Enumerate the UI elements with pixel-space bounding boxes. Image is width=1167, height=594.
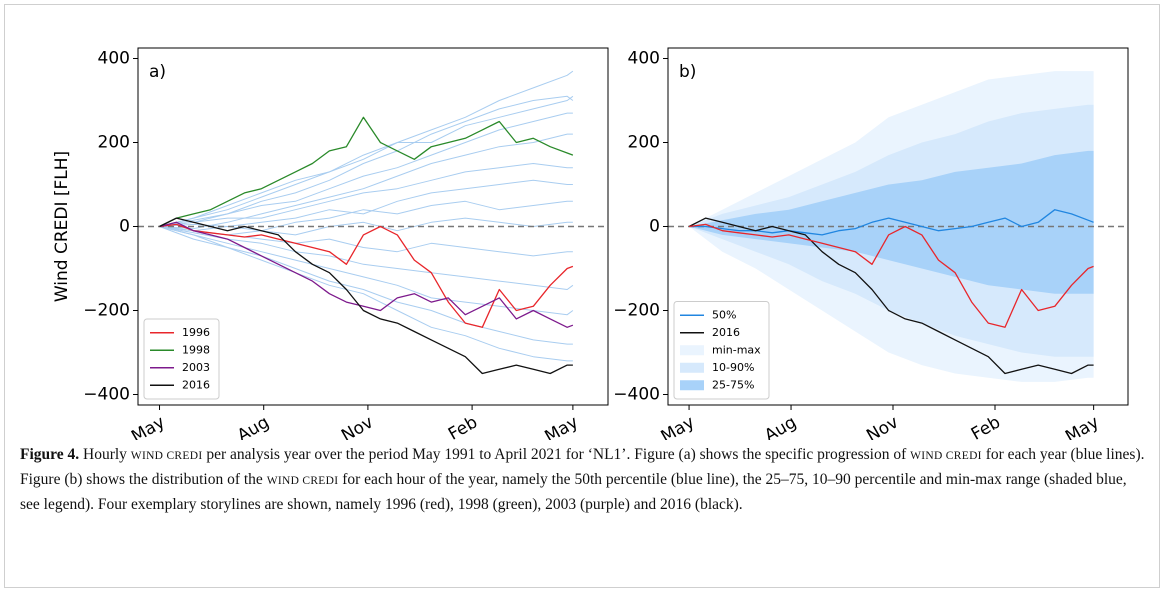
year-line [159, 226, 574, 290]
frame [4, 4, 1160, 588]
x-tick-label: May [128, 412, 168, 440]
panel-label: a) [149, 62, 166, 82]
series-line [159, 217, 573, 375]
year-line [159, 226, 573, 345]
year-line [159, 95, 574, 227]
series-line [689, 223, 1094, 328]
legend-label: 1998 [182, 343, 210, 356]
series-line [689, 209, 1094, 236]
figure: −400 −200 0 200 400 May Aug Nov Feb May Wind CREDI… [52, 47, 1129, 440]
y-tick-label: 400 [98, 49, 130, 69]
series-line [159, 116, 574, 228]
caption-text: Hourly [79, 446, 131, 463]
legend-patch [680, 345, 704, 356]
caption-term: WIND CREDI [910, 450, 982, 462]
caption-term: WIND CREDI [130, 450, 203, 462]
legend-label: min-max [712, 343, 761, 356]
y-tick-label: −400 [613, 385, 660, 405]
series-line [159, 221, 574, 328]
y-tick-label: −200 [83, 301, 130, 321]
x-tick-label: Nov [863, 412, 902, 440]
legend-label: 25-75% [712, 378, 754, 391]
band [689, 150, 1094, 294]
legend-label: 10-90% [712, 361, 754, 374]
panel-label: b) [679, 62, 696, 82]
x-tick-label: Aug [234, 412, 273, 440]
year-line [159, 95, 574, 227]
y-tick-label: 200 [628, 133, 660, 153]
legend-box [673, 301, 770, 400]
caption-text: for each hour of the year, namely the 50… [20, 471, 1127, 513]
caption-text: per analysis year over the period May 19… [202, 446, 911, 463]
y-tick-label: 0 [119, 217, 130, 237]
x-tick-label: May [1062, 412, 1102, 440]
plot-area [138, 70, 608, 375]
year-line [159, 133, 573, 230]
x-tick-label: Feb [968, 412, 1004, 440]
caption-text: for each year (blue lines). Figure (b) s… [20, 446, 1145, 488]
legend-label: 2003 [182, 361, 210, 374]
legend-label: 50% [712, 308, 736, 321]
y-tick-label: 0 [649, 217, 660, 237]
series-line [688, 217, 1094, 375]
legend-patch [680, 362, 704, 373]
caption-label: Figure 4. [20, 446, 80, 463]
plot-area [668, 71, 1128, 382]
year-line [159, 226, 573, 257]
x-tick-label: Nov [338, 412, 377, 440]
year-line [159, 112, 573, 227]
year-line [159, 163, 573, 227]
y-tick-label: −200 [613, 301, 660, 321]
y-axis-label: Wind CREDI [FLH] [52, 151, 72, 302]
x-tick-label: May [541, 412, 581, 440]
year-line [159, 70, 574, 227]
y-tick-label: −400 [83, 385, 130, 405]
y-tick-label: 400 [628, 49, 660, 69]
legend-label: 2016 [712, 326, 740, 339]
caption: Figure 4. Hourly WIND CREDI per analysis… [20, 443, 1145, 516]
series-line [159, 223, 574, 328]
legend-box [143, 318, 220, 400]
x-tick-label: Feb [445, 412, 481, 440]
year-line [159, 226, 574, 316]
year-line [159, 226, 573, 362]
legend-label: 1996 [182, 326, 210, 339]
caption-term: WIND CREDI [266, 475, 339, 487]
legend-patch [680, 380, 704, 391]
y-tick-label: 200 [98, 133, 130, 153]
x-tick-label: May [658, 412, 698, 440]
legend-label: 2016 [182, 378, 210, 391]
x-tick-label: Aug [761, 412, 800, 440]
